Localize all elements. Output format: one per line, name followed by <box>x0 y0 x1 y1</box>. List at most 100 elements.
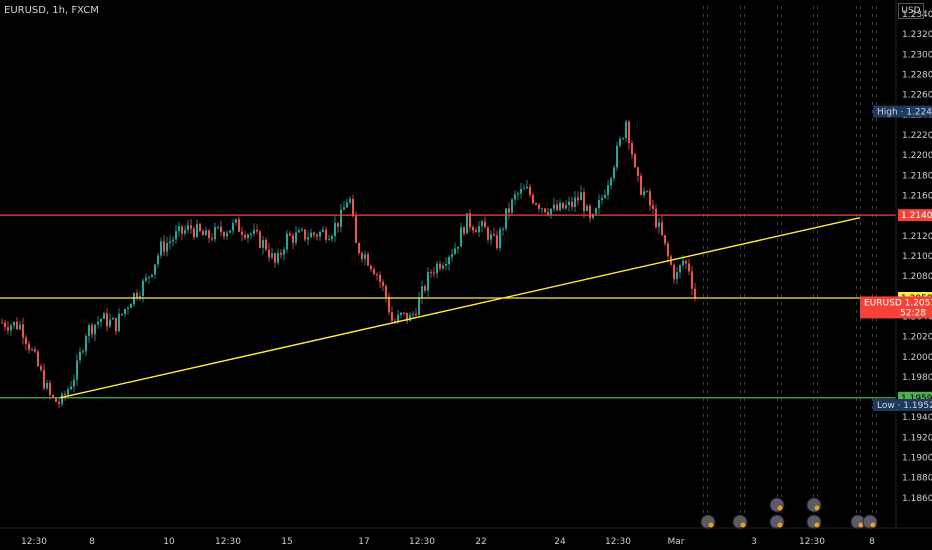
candle <box>625 119 627 143</box>
candle <box>271 248 273 260</box>
candle <box>31 347 33 352</box>
candle <box>634 152 636 169</box>
candle <box>400 312 402 319</box>
candle <box>439 260 441 272</box>
price-tick: 1.19200 <box>902 433 932 443</box>
candle <box>688 258 690 276</box>
candle <box>586 203 588 212</box>
candle <box>565 200 567 210</box>
candle <box>13 321 15 329</box>
candle <box>595 207 597 215</box>
price-tick: 1.20000 <box>902 353 932 363</box>
candle <box>94 324 96 342</box>
currency-badge[interactable]: USD <box>898 3 924 19</box>
price-tick: 1.23200 <box>902 30 932 40</box>
candle <box>25 334 27 351</box>
candle <box>430 269 432 279</box>
candle <box>436 261 438 278</box>
time-tick: 17 <box>358 537 369 547</box>
candle <box>652 199 654 214</box>
candle <box>514 190 516 206</box>
candle <box>208 229 210 243</box>
price-tick: 1.21200 <box>902 232 932 242</box>
candle <box>172 236 174 247</box>
candle <box>226 229 228 241</box>
candle <box>7 321 9 335</box>
candle <box>610 176 612 190</box>
candle <box>70 381 72 391</box>
svg-text:High · 1.22432: High · 1.22432 <box>877 108 932 118</box>
chart-title: EURUSD, 1h, FXCM <box>4 5 99 16</box>
candle <box>592 213 594 220</box>
candle <box>259 229 261 249</box>
candle <box>574 191 576 212</box>
candle <box>112 316 114 320</box>
candle <box>136 289 138 301</box>
candle <box>256 224 258 235</box>
candle <box>106 308 108 332</box>
candle <box>619 136 621 148</box>
candle <box>4 319 6 331</box>
candle <box>115 317 117 336</box>
price-tick: 1.22000 <box>902 151 932 161</box>
time-tick: 8 <box>89 537 95 547</box>
candle <box>460 222 462 247</box>
candle <box>163 235 165 257</box>
candle <box>448 255 450 271</box>
event-icon <box>700 514 716 530</box>
price-tick: 1.19000 <box>902 454 932 464</box>
candle <box>502 226 504 236</box>
candle <box>289 231 291 237</box>
candle <box>358 242 360 256</box>
candle <box>223 230 225 240</box>
candle <box>538 202 540 213</box>
candle <box>244 231 246 241</box>
candle <box>130 302 132 308</box>
candle <box>424 284 426 294</box>
candle <box>283 246 285 261</box>
candle <box>220 220 222 237</box>
candle <box>676 266 678 285</box>
candle <box>457 246 459 254</box>
candle <box>529 183 531 198</box>
trendline[interactable] <box>59 216 861 399</box>
candle <box>274 252 276 268</box>
candle <box>511 197 513 216</box>
event-icon <box>769 514 785 530</box>
candle <box>442 261 444 271</box>
candle <box>406 312 408 325</box>
axis-labels: 1.214051.205831.19593High · 1.22432Low ·… <box>860 105 932 412</box>
candle <box>382 279 384 292</box>
candle <box>262 235 264 255</box>
candle <box>247 233 249 244</box>
candle <box>265 237 267 252</box>
candle <box>238 216 240 233</box>
candle <box>37 349 39 368</box>
candle <box>127 305 129 315</box>
time-axis[interactable]: 12:30 8 10 12:30 15 17 12:30 22 24 12:30 Mar 3 12:30… <box>21 537 875 547</box>
candle <box>517 191 519 200</box>
candle <box>421 280 423 305</box>
candle <box>583 187 585 218</box>
candle <box>79 347 81 365</box>
candle <box>550 208 552 219</box>
price-levels <box>0 214 896 399</box>
candle <box>61 391 63 407</box>
price-tick: 1.22600 <box>902 91 932 101</box>
candle <box>295 225 297 246</box>
price-axis[interactable]: 1.234001.232001.230001.228001.226001.224… <box>902 10 932 504</box>
candle <box>526 179 528 190</box>
candle <box>286 230 288 254</box>
candle <box>109 313 111 329</box>
candle <box>370 264 372 272</box>
candle <box>640 172 642 196</box>
event-icon <box>806 514 822 530</box>
candle <box>388 292 390 316</box>
candle <box>661 215 663 237</box>
event-icons[interactable] <box>700 497 878 530</box>
time-tick: Mar <box>668 537 685 547</box>
price-tick: 1.19800 <box>902 373 932 383</box>
candle <box>394 318 396 325</box>
candle <box>64 390 66 401</box>
